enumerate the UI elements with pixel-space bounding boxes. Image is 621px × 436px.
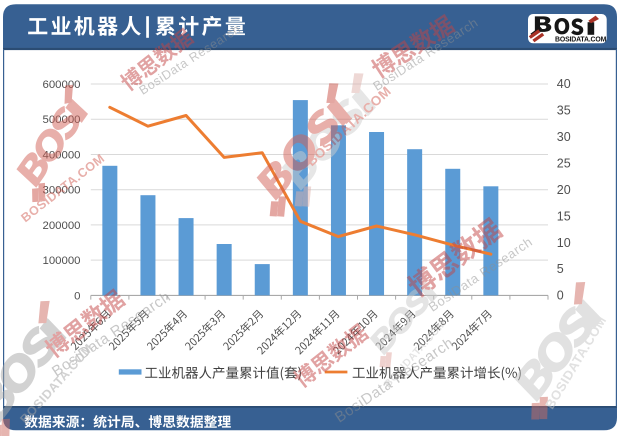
- svg-text:5: 5: [557, 262, 564, 276]
- svg-text:25: 25: [557, 156, 571, 170]
- svg-text:BOSIDATA.COM: BOSIDATA.COM: [555, 37, 607, 44]
- svg-text:300000: 300000: [42, 185, 80, 197]
- svg-text:20: 20: [557, 183, 571, 197]
- svg-text:35: 35: [557, 104, 571, 118]
- svg-text:100000: 100000: [42, 255, 80, 267]
- svg-text:40: 40: [557, 77, 571, 91]
- svg-text:10: 10: [557, 236, 571, 250]
- svg-text:30: 30: [557, 130, 571, 144]
- svg-text:200000: 200000: [42, 220, 80, 232]
- svg-text:600000: 600000: [42, 79, 80, 91]
- svg-text:15: 15: [557, 209, 571, 223]
- svg-text:0: 0: [557, 289, 564, 303]
- svg-text:0: 0: [74, 290, 80, 302]
